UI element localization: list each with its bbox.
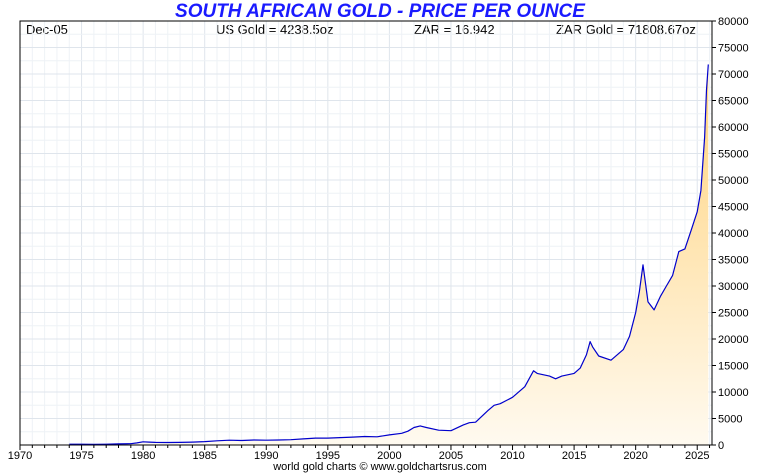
us-gold-label: US Gold = 4238.5oz xyxy=(216,22,334,37)
x-tick-label: 2005 xyxy=(439,450,463,462)
y-tick-label: 40000 xyxy=(718,228,749,240)
x-tick-label: 1995 xyxy=(316,450,340,462)
x-tick-label: 1970 xyxy=(8,450,32,462)
zar-rate-label: ZAR = 16.942 xyxy=(414,22,495,37)
x-tick-label: 1980 xyxy=(131,450,155,462)
price-area xyxy=(69,64,709,446)
y-tick-label: 60000 xyxy=(718,122,749,134)
price-line xyxy=(69,64,709,445)
x-tick-label: 1975 xyxy=(69,450,93,462)
y-tick-label: 35000 xyxy=(718,255,749,267)
y-tick-label: 75000 xyxy=(718,43,749,55)
x-tick-label: 1990 xyxy=(254,450,278,462)
zar-gold-label: ZAR Gold = 71808.67oz xyxy=(556,22,696,37)
chart-title: SOUTH AFRICAN GOLD - PRICE PER OUNCE xyxy=(175,1,585,22)
y-tick-label: 70000 xyxy=(718,69,749,81)
y-tick-label: 50000 xyxy=(718,175,749,187)
y-tick-label: 30000 xyxy=(718,281,749,293)
chart-footer: world gold charts © www.goldchartsrus.co… xyxy=(273,461,487,473)
x-tick-label: 2010 xyxy=(500,450,524,462)
period-label: Dec-05 xyxy=(26,22,68,37)
x-tick-label: 2020 xyxy=(623,450,647,462)
y-tick-label: 80000 xyxy=(718,16,749,28)
y-tick-label: 20000 xyxy=(718,334,749,346)
x-tick-label: 2025 xyxy=(685,450,709,462)
y-tick-label: 65000 xyxy=(718,96,749,108)
y-tick-label: 0 xyxy=(718,440,724,452)
y-tick-label: 10000 xyxy=(718,387,749,399)
x-tick-label: 1985 xyxy=(192,450,216,462)
y-tick-label: 5000 xyxy=(718,414,742,426)
y-tick-label: 25000 xyxy=(718,308,749,320)
y-tick-label: 55000 xyxy=(718,149,749,161)
x-tick-label: 2000 xyxy=(377,450,401,462)
x-tick-label: 2015 xyxy=(562,450,586,462)
y-tick-label: 15000 xyxy=(718,361,749,373)
y-tick-label: 45000 xyxy=(718,202,749,214)
